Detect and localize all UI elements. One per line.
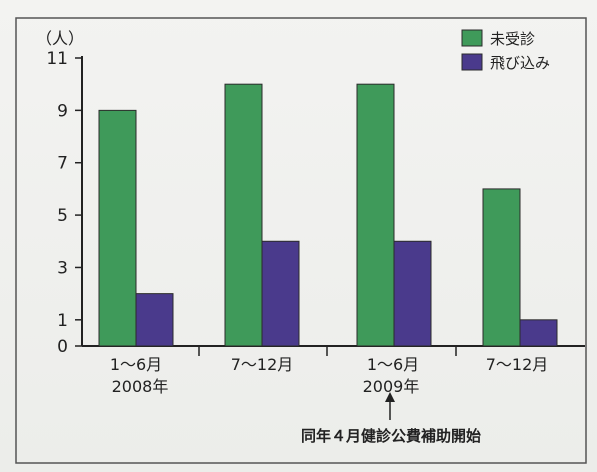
legend-swatch <box>461 29 483 47</box>
y-tick-label: 7 <box>57 154 68 174</box>
bar-tobikomi <box>261 240 300 347</box>
bar-tobikomi <box>519 319 558 347</box>
x-category-labels: 1～6月 7～12月 1～6月 7～12月 <box>110 346 548 374</box>
bar-mishinshin <box>482 188 521 347</box>
y-tick-label: 1 <box>57 311 68 331</box>
y-ticks: 0 1 3 5 7 9 11 <box>46 49 82 357</box>
x-category-label: 1～6月 <box>110 355 162 374</box>
chart-frame <box>15 17 587 464</box>
x-category-label: 7～12月 <box>231 355 294 374</box>
bar-mishinshin <box>98 109 137 347</box>
annotation-arrow-head <box>385 392 395 402</box>
y-tick-label: 3 <box>57 258 68 278</box>
year-label-2009: 2009年 <box>363 377 420 396</box>
year-labels: 2008年 2009年 <box>112 377 420 396</box>
x-category-label: 1～6月 <box>367 355 419 374</box>
legend-label: 未受診 <box>490 30 535 48</box>
annotation-label: 同年４月健診公費補助開始 <box>301 427 481 445</box>
legend-label: 飛び込み <box>490 54 550 72</box>
y-tick-label: 0 <box>57 337 68 357</box>
bar-tobikomi <box>135 293 174 347</box>
bars <box>98 83 558 347</box>
x-category-label: 7～12月 <box>486 355 549 374</box>
year-label-2008: 2008年 <box>112 377 169 396</box>
y-tick-label: 11 <box>46 49 68 69</box>
bar-tobikomi <box>393 240 432 347</box>
y-tick-label: 5 <box>57 206 68 226</box>
bar-mishinshin <box>356 83 395 347</box>
bar-mishinshin <box>224 83 263 347</box>
y-unit-label: （人） <box>36 29 84 48</box>
y-tick-label: 9 <box>57 101 68 121</box>
legend-swatch <box>461 53 483 71</box>
